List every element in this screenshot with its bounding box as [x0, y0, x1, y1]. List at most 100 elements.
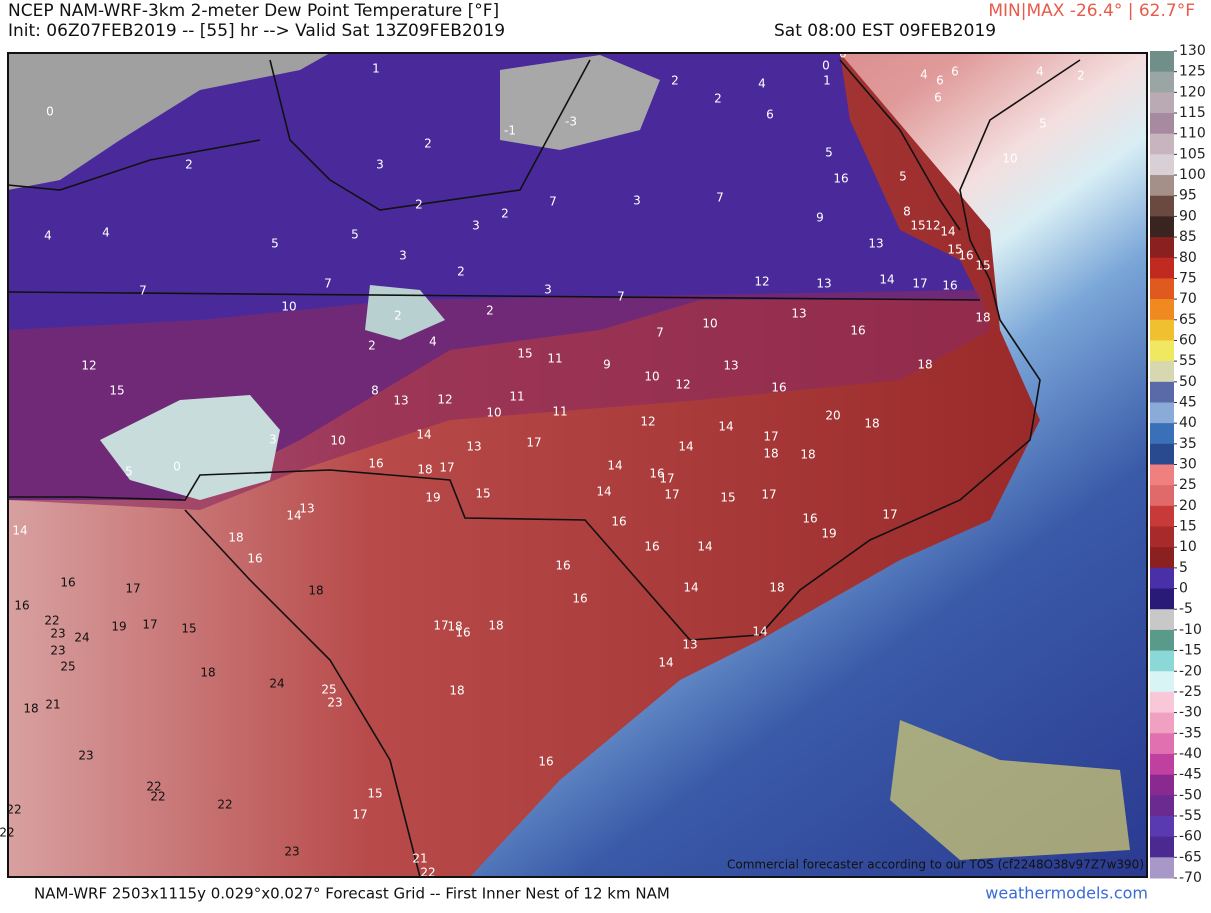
colorbar-tick-label: 45 — [1179, 394, 1197, 410]
dew-point-label: 18 — [200, 666, 215, 680]
colorbar-swatch — [1150, 423, 1174, 445]
dew-point-label: 1 — [823, 74, 831, 88]
dew-point-label: 4 — [429, 335, 437, 349]
dew-point-label: 13 — [682, 638, 697, 652]
colorbar-swatch — [1150, 443, 1174, 465]
colorbar-swatch — [1150, 402, 1174, 424]
dew-point-label: 18 — [763, 447, 778, 461]
colorbar-swatch — [1150, 195, 1174, 217]
dew-point-label: 22 — [44, 614, 59, 628]
grid-info: NAM-WRF 2503x1115y 0.029°x0.027° Forecas… — [34, 885, 670, 903]
dew-point-label: 17 — [664, 488, 679, 502]
dew-point-label: 13 — [299, 502, 314, 516]
colorbar-swatch — [1150, 733, 1174, 755]
colorbar-tick-label: 105 — [1179, 146, 1206, 162]
colorbar-tick-label: -35 — [1179, 725, 1202, 741]
dew-point-label: 14 — [678, 440, 693, 454]
colorbar-swatch — [1150, 609, 1174, 631]
dew-point-label: 16 — [247, 552, 262, 566]
dew-point-label: 15 — [947, 243, 962, 257]
dew-point-label: 22 — [6, 803, 21, 817]
colorbar-tick-label: 50 — [1179, 374, 1197, 390]
dew-point-label: 2 — [501, 207, 509, 221]
colorbar-swatch — [1150, 836, 1174, 858]
dew-point-label: 16 — [368, 457, 383, 471]
dew-point-label: 10 — [1002, 152, 1017, 166]
dew-point-label: 16 — [850, 324, 865, 338]
dew-point-label: 18 — [975, 311, 990, 325]
colorbar-tick-label: -25 — [1179, 684, 1202, 700]
dew-point-label: 24 — [269, 677, 284, 691]
colorbar-swatch — [1150, 175, 1174, 197]
dew-point-label: 16 — [555, 559, 570, 573]
colorbar-swatch — [1150, 795, 1174, 817]
dew-point-label: 25 — [60, 660, 75, 674]
colorbar-swatch — [1150, 712, 1174, 734]
dew-point-label: 10 — [281, 300, 296, 314]
dew-point-label: 16 — [455, 626, 470, 640]
dew-point-label: 3 — [269, 433, 277, 447]
dew-point-label: 11 — [509, 390, 524, 404]
colorbar-tick-label: -15 — [1179, 643, 1202, 659]
colorbar-tick-label: -55 — [1179, 808, 1202, 824]
dew-point-label: -3 — [565, 115, 577, 129]
map — [7, 53, 1147, 878]
snow-region — [365, 285, 445, 340]
dew-point-label: 10 — [644, 370, 659, 384]
dew-point-label: 22 — [217, 798, 232, 812]
dew-point-label: 7 — [324, 277, 332, 291]
colorbar-swatch — [1150, 671, 1174, 693]
dew-point-label: 6 — [951, 65, 959, 79]
dew-point-label: 0 — [46, 105, 54, 119]
dew-point-label: 17 — [125, 582, 140, 596]
dew-point-label: 14 — [752, 625, 767, 639]
dew-point-label: 2 — [415, 198, 423, 212]
dew-point-label: 17 — [526, 436, 541, 450]
colorbar-tick-label: 125 — [1179, 64, 1206, 80]
colorbar-tick-label: 100 — [1179, 167, 1206, 183]
dew-point-label: 2 — [457, 265, 465, 279]
dew-point-label: 0 — [822, 59, 830, 73]
dew-point-label: 17 — [352, 808, 367, 822]
dew-point-label: 14 — [940, 225, 955, 239]
dew-point-label: 16 — [60, 576, 75, 590]
dew-point-label: 15 — [720, 491, 735, 505]
dew-point-label: 2 — [368, 339, 376, 353]
colorbar-swatch — [1150, 464, 1174, 486]
dew-point-label: 14 — [416, 428, 431, 442]
dew-point-label: 1 — [372, 62, 380, 76]
colorbar-tick-label: 30 — [1179, 457, 1197, 473]
colorbar-swatch — [1150, 815, 1174, 838]
dew-point-label: 13 — [466, 440, 481, 454]
dew-point-label: 5 — [271, 237, 279, 251]
dew-point-label: 16 — [572, 592, 587, 606]
dew-point-label: 18 — [769, 581, 784, 595]
colorbar-tick-label: -40 — [1179, 746, 1202, 762]
colorbar-swatch — [1150, 753, 1174, 776]
colorbar-tick-label: 10 — [1179, 539, 1197, 555]
dew-point-label: 18 — [23, 702, 38, 716]
dew-point-label: 18 — [308, 584, 323, 598]
colorbar-swatch — [1150, 340, 1174, 362]
dew-point-label: 17 — [912, 277, 927, 291]
dew-point-label: 3 — [472, 219, 480, 233]
colorbar-tick-label: -50 — [1179, 787, 1202, 803]
colorbar-swatch — [1150, 154, 1174, 176]
colorbar-tick-label: 120 — [1179, 84, 1206, 100]
colorbar-tick-label: 0 — [1179, 581, 1188, 597]
map-frame — [7, 52, 1148, 878]
colorbar-swatch — [1150, 361, 1174, 383]
dew-point-label: 19 — [821, 527, 836, 541]
valid-time: Sat 08:00 EST 09FEB2019 — [774, 21, 996, 41]
colorbar-tick-label: 40 — [1179, 415, 1197, 431]
colorbar-tick-label: 60 — [1179, 332, 1197, 348]
site-link[interactable]: weathermodels.com — [985, 884, 1148, 903]
dew-point-label: 2 — [185, 158, 193, 172]
dew-point-label: 15 — [181, 622, 196, 636]
dew-point-label: 16 — [942, 279, 957, 293]
dew-point-label: 17 — [439, 461, 454, 475]
dew-point-label: 15 — [910, 219, 925, 233]
dew-point-label: 2 — [424, 137, 432, 151]
gray-region — [500, 55, 660, 150]
dew-point-label: 14 — [658, 656, 673, 670]
